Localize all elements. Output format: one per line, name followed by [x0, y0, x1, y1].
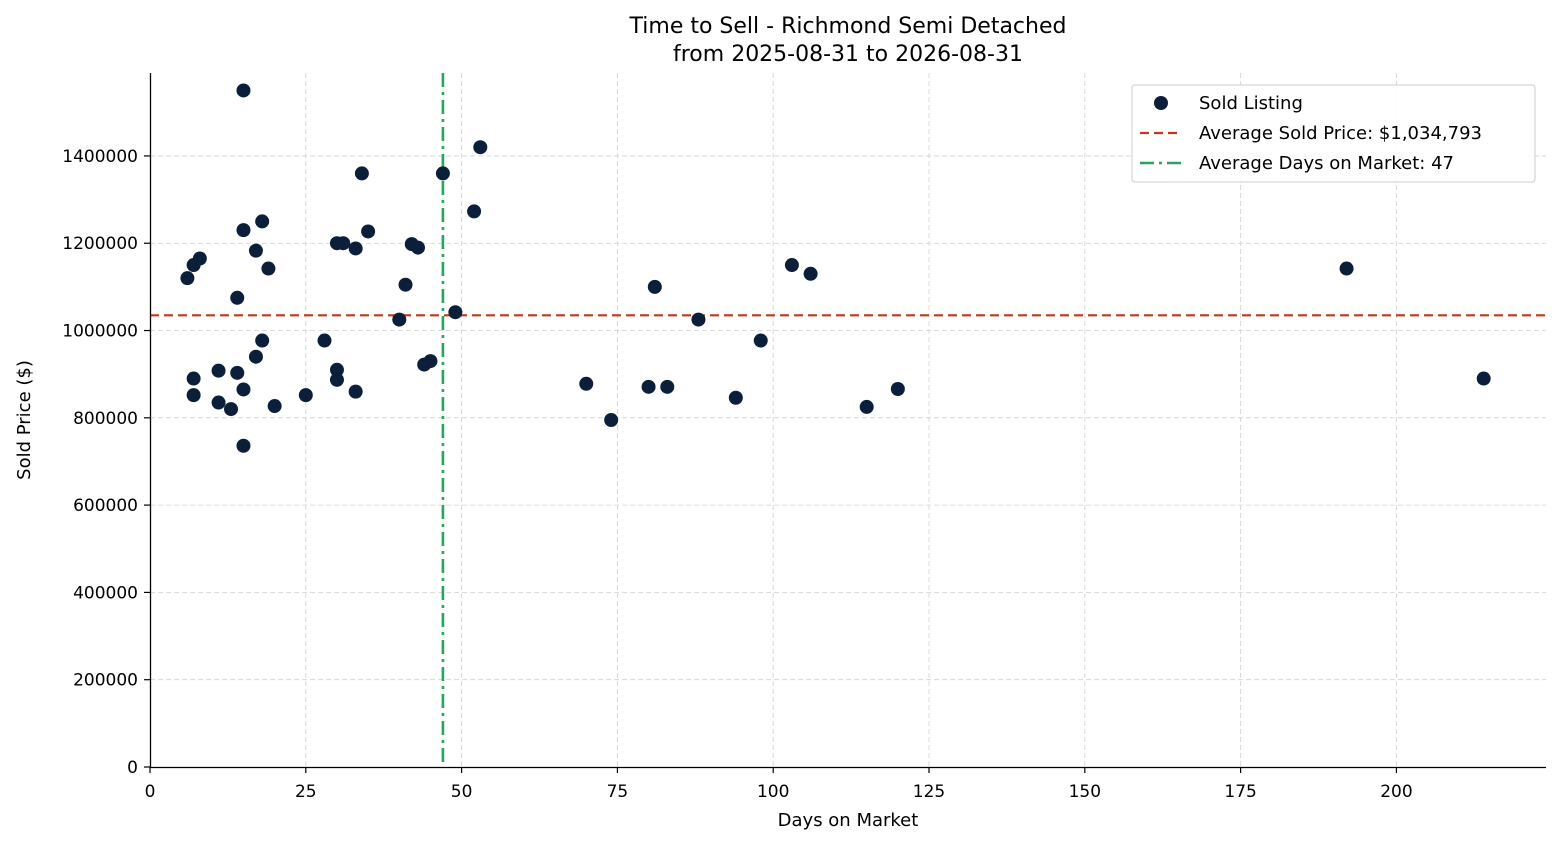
data-point — [211, 363, 226, 378]
data-point — [236, 382, 251, 397]
chart-title: Time to Sell - Richmond Semi Detached — [629, 14, 1067, 39]
data-point — [186, 371, 201, 386]
data-point — [236, 223, 251, 238]
data-point — [224, 402, 239, 417]
y-axis-ticks: 0 200000 400000 600000 800000 1000000 1200000 1… — [62, 147, 150, 778]
data-point — [859, 399, 874, 414]
y-tick-label: 200000 — [73, 671, 138, 691]
data-point — [186, 388, 201, 403]
data-point — [660, 379, 675, 394]
data-point — [361, 224, 376, 239]
legend: Sold Listing Average Sold Price: $1,034,7… — [1131, 84, 1536, 183]
y-tick-label: 1200000 — [62, 234, 138, 254]
data-point — [753, 333, 768, 348]
data-point — [410, 240, 425, 255]
data-point — [691, 312, 706, 327]
data-point — [236, 83, 251, 98]
legend-box — [1131, 84, 1536, 183]
data-point — [467, 204, 482, 219]
x-tick-label: 75 — [607, 782, 629, 802]
data-point — [803, 266, 818, 281]
data-point — [728, 390, 743, 405]
y-axis-label: Sold Price ($) — [14, 360, 35, 480]
data-point — [211, 395, 226, 410]
x-tick-label: 25 — [295, 782, 317, 802]
data-point — [392, 312, 407, 327]
data-point — [348, 241, 363, 256]
data-point — [473, 140, 488, 155]
data-point — [1339, 261, 1354, 276]
x-axis-label: Days on Market — [778, 810, 919, 831]
data-point — [329, 372, 344, 387]
data-point — [255, 214, 270, 229]
data-point — [317, 333, 332, 348]
data-point — [579, 376, 594, 391]
x-tick-label: 175 — [1224, 782, 1256, 802]
data-points — [180, 83, 1491, 453]
data-point — [248, 349, 263, 364]
data-point — [336, 236, 351, 251]
chart-title-group: Time to Sell - Richmond Semi Detached fr… — [629, 14, 1067, 67]
x-axis-ticks: 0 25 50 75 100 125 150 175 200 — [145, 767, 1413, 802]
y-tick-label: 0 — [127, 758, 138, 778]
reference-lines — [150, 73, 1546, 767]
data-point — [435, 166, 450, 181]
data-point — [180, 271, 195, 286]
x-tick-label: 0 — [145, 782, 156, 802]
grid-lines — [150, 73, 1546, 767]
legend-label: Average Sold Price: $1,034,793 — [1199, 123, 1482, 144]
data-point — [647, 279, 662, 294]
data-point — [398, 277, 413, 292]
x-tick-label: 50 — [451, 782, 473, 802]
data-point — [236, 438, 251, 453]
data-point — [230, 365, 245, 380]
legend-label: Sold Listing — [1199, 93, 1303, 114]
data-point — [1476, 371, 1491, 386]
data-point — [329, 362, 344, 377]
y-tick-label: 600000 — [73, 496, 138, 516]
chart-subtitle: from 2025-08-31 to 2026-08-31 — [673, 42, 1023, 67]
legend-label: Average Days on Market: 47 — [1199, 153, 1454, 174]
data-point — [784, 258, 799, 273]
data-point — [261, 261, 276, 276]
data-point — [255, 333, 270, 348]
data-point — [604, 413, 619, 427]
data-point — [890, 382, 905, 397]
data-point — [192, 251, 207, 266]
y-tick-label: 1400000 — [62, 147, 138, 167]
legend-marker — [1154, 96, 1168, 110]
x-tick-label: 150 — [1069, 782, 1101, 802]
axes — [149, 73, 1546, 769]
data-point — [641, 379, 656, 394]
data-point — [348, 384, 363, 399]
x-tick-label: 125 — [913, 782, 945, 802]
data-point — [248, 243, 263, 258]
y-tick-label: 800000 — [73, 409, 138, 429]
data-point — [267, 399, 282, 414]
x-tick-label: 100 — [757, 782, 789, 802]
data-point — [354, 166, 369, 181]
y-tick-label: 1000000 — [62, 322, 138, 342]
data-point — [423, 354, 438, 369]
data-point — [298, 388, 313, 403]
y-tick-label: 400000 — [73, 583, 138, 603]
x-tick-label: 200 — [1380, 782, 1412, 802]
data-point — [448, 305, 463, 320]
data-point — [230, 290, 245, 305]
